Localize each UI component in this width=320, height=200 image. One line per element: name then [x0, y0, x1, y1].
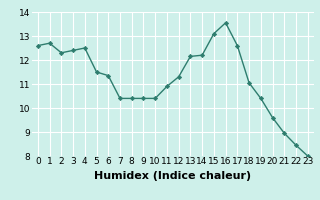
X-axis label: Humidex (Indice chaleur): Humidex (Indice chaleur) [94, 171, 252, 181]
